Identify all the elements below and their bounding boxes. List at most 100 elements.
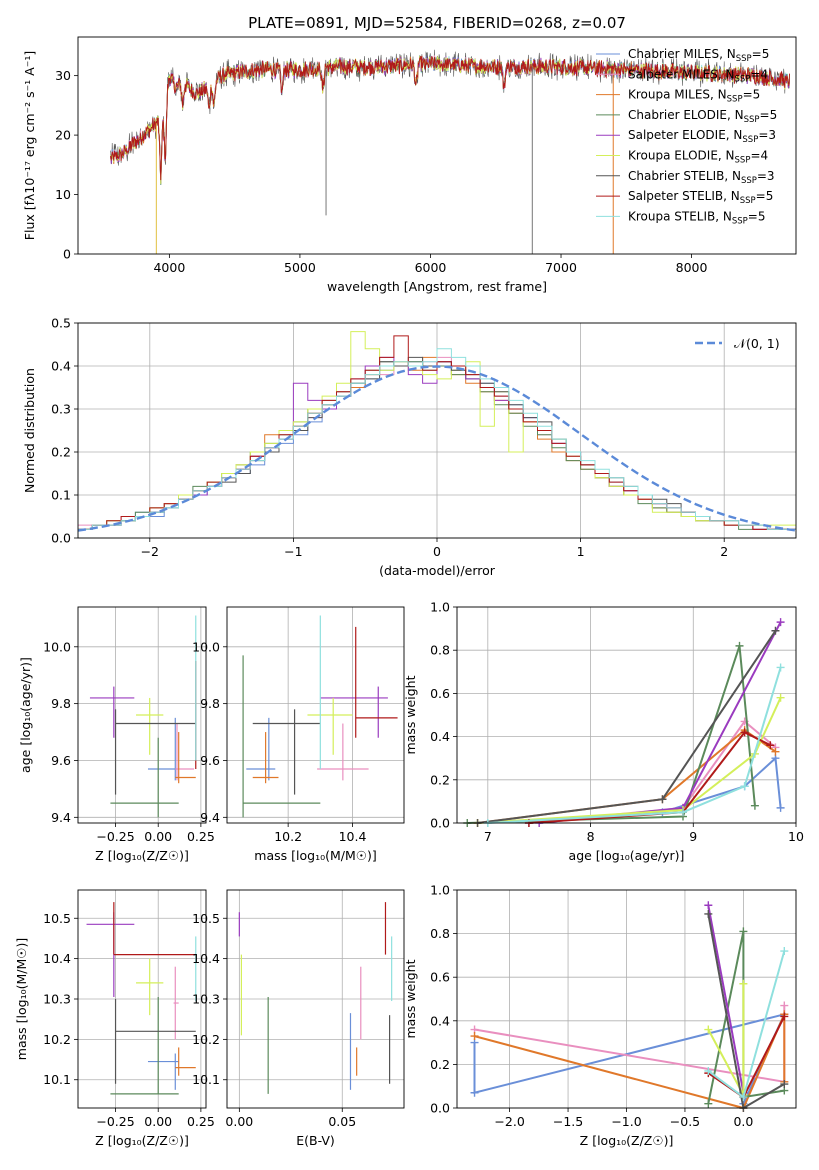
y-tick-label: 10.5 xyxy=(192,911,220,926)
spectrum-panel: 4000 5000 6000 7000 8000 0 10 20 30 wavelength [A… xyxy=(22,36,797,294)
x-tick-label: 1 xyxy=(577,544,585,559)
x-axis-label: Z [log₁₀(Z/Z☉)] xyxy=(95,1133,189,1148)
mass-vs-metallicity-panel: −0.25 0.00 0.25 10.1 10.2 10.3 10.4 10.5 Z [log₁… xyxy=(14,889,215,1148)
plot-area xyxy=(89,615,197,818)
normal-reference-curve xyxy=(78,365,796,532)
legend-entry: Kroupa STELIB, NSSP=5 xyxy=(628,209,766,226)
plot-area xyxy=(242,615,398,818)
y-tick-label: 10.1 xyxy=(192,1072,220,1087)
y-tick-label: 0.6 xyxy=(430,686,450,701)
axes-frame xyxy=(226,606,405,824)
y-tick-label: 0.2 xyxy=(430,772,450,787)
y-tick-label: 10.4 xyxy=(43,951,71,966)
plot-area xyxy=(238,902,393,1094)
error-bar-point xyxy=(320,686,388,738)
x-tick-label: 8000 xyxy=(676,260,708,275)
point-marker xyxy=(704,901,713,910)
histogram-kroupa-stelib xyxy=(78,348,796,538)
legend-entry: Kroupa ELODIE, NSSP=4 xyxy=(628,149,768,166)
x-tick-label: 0.25 xyxy=(187,1114,215,1129)
series-chabrier-stelib xyxy=(704,909,789,1112)
axes-frame xyxy=(226,889,405,1109)
error-bar-point xyxy=(175,732,196,784)
error-bar-point xyxy=(114,999,196,1084)
point-marker xyxy=(780,1001,789,1010)
x-tick-label: 0.0 xyxy=(733,1114,753,1129)
point-marker xyxy=(780,947,789,956)
y-tick-label: 0.2 xyxy=(430,1057,450,1072)
point-marker xyxy=(740,782,749,791)
point-marker xyxy=(658,795,667,804)
x-tick-label: 10.4 xyxy=(339,829,367,844)
plot-area xyxy=(86,902,197,1095)
error-bar-point xyxy=(110,996,179,1095)
error-bar-point xyxy=(242,655,321,818)
point-marker xyxy=(776,663,785,672)
error-bar-point xyxy=(175,1047,196,1076)
plot-area xyxy=(110,49,790,254)
series-line xyxy=(474,1013,786,1110)
x-tick-label: −1 xyxy=(284,544,302,559)
error-bar-point xyxy=(252,709,321,795)
series-chabrier-miles xyxy=(524,754,785,827)
x-tick-label: −0.25 xyxy=(96,829,134,844)
point-marker xyxy=(766,741,775,750)
x-tick-label: 0.00 xyxy=(225,1114,253,1129)
y-tick-label: 10.3 xyxy=(192,992,220,1007)
y-tick-label: 10.2 xyxy=(192,1032,220,1047)
y-tick-label: 10.0 xyxy=(43,639,71,654)
grid-lines xyxy=(227,890,404,1108)
error-bar-point xyxy=(147,1053,179,1090)
series-line xyxy=(474,1005,786,1083)
y-tick-label: 1.0 xyxy=(430,883,450,898)
y-tick-label: 1.0 xyxy=(430,600,450,615)
y-tick-label: 10.4 xyxy=(192,951,220,966)
x-tick-label: 9 xyxy=(689,829,697,844)
x-tick-label: 5000 xyxy=(284,260,316,275)
legend-entry: Chabrier STELIB, NSSP=3 xyxy=(628,169,775,186)
x-tick-label: −0.25 xyxy=(96,1114,134,1129)
y-tick-label: 9.8 xyxy=(200,696,220,711)
point-marker xyxy=(771,747,780,756)
x-tick-label: 0.00 xyxy=(144,829,172,844)
x-axis-label: mass [log₁₀(M/M☉)] xyxy=(254,848,376,863)
error-bar-point xyxy=(136,697,164,755)
y-tick-label: 0.0 xyxy=(51,531,71,546)
point-marker xyxy=(739,979,748,988)
series-line xyxy=(477,728,777,824)
series-line xyxy=(528,731,771,824)
grid-lines xyxy=(457,606,797,824)
age-vs-mass-panel: 10.2 10.4 9.4 9.6 9.8 10.0 mass [log₁₀(M/M☉)] xyxy=(192,606,405,863)
x-tick-label: 4000 xyxy=(153,260,185,275)
x-axis-label: Z [log₁₀(Z/Z☉)] xyxy=(580,1133,674,1148)
legend-entry: Kroupa MILES, NSSP=5 xyxy=(628,88,760,105)
x-tick-label: 0 xyxy=(433,544,441,559)
legend-entry: 𝒩(0, 1) xyxy=(734,336,780,351)
point-marker xyxy=(739,1093,748,1102)
series-line xyxy=(487,667,782,824)
x-axis-label: E(B-V) xyxy=(296,1133,335,1148)
y-tick-label: 9.4 xyxy=(200,810,220,825)
axes-frame xyxy=(77,606,207,824)
axes-frame xyxy=(456,606,797,824)
series-chabrier-stelib xyxy=(473,626,780,827)
error-bar-point xyxy=(110,737,179,818)
y-tick-label: 0.8 xyxy=(430,926,450,941)
y-tick-label: 10.2 xyxy=(43,1032,71,1047)
axes-frame xyxy=(456,889,797,1109)
legend: 𝒩(0, 1) xyxy=(695,336,780,351)
error-bar-point xyxy=(307,697,353,755)
y-tick-label: 0.2 xyxy=(51,445,71,460)
y-axis-label: Normed distribution xyxy=(22,368,37,493)
point-marker xyxy=(739,927,748,936)
point-marker xyxy=(735,641,744,650)
y-tick-label: 0.4 xyxy=(51,359,71,374)
point-marker xyxy=(776,693,785,702)
point-marker xyxy=(704,909,713,918)
series-kroupa-elodie xyxy=(473,693,785,827)
point-marker xyxy=(780,1080,789,1089)
x-tick-label: −0.5 xyxy=(670,1114,700,1129)
x-tick-label: −2.0 xyxy=(494,1114,524,1129)
point-marker xyxy=(780,1012,789,1021)
error-bar-point xyxy=(113,902,196,956)
